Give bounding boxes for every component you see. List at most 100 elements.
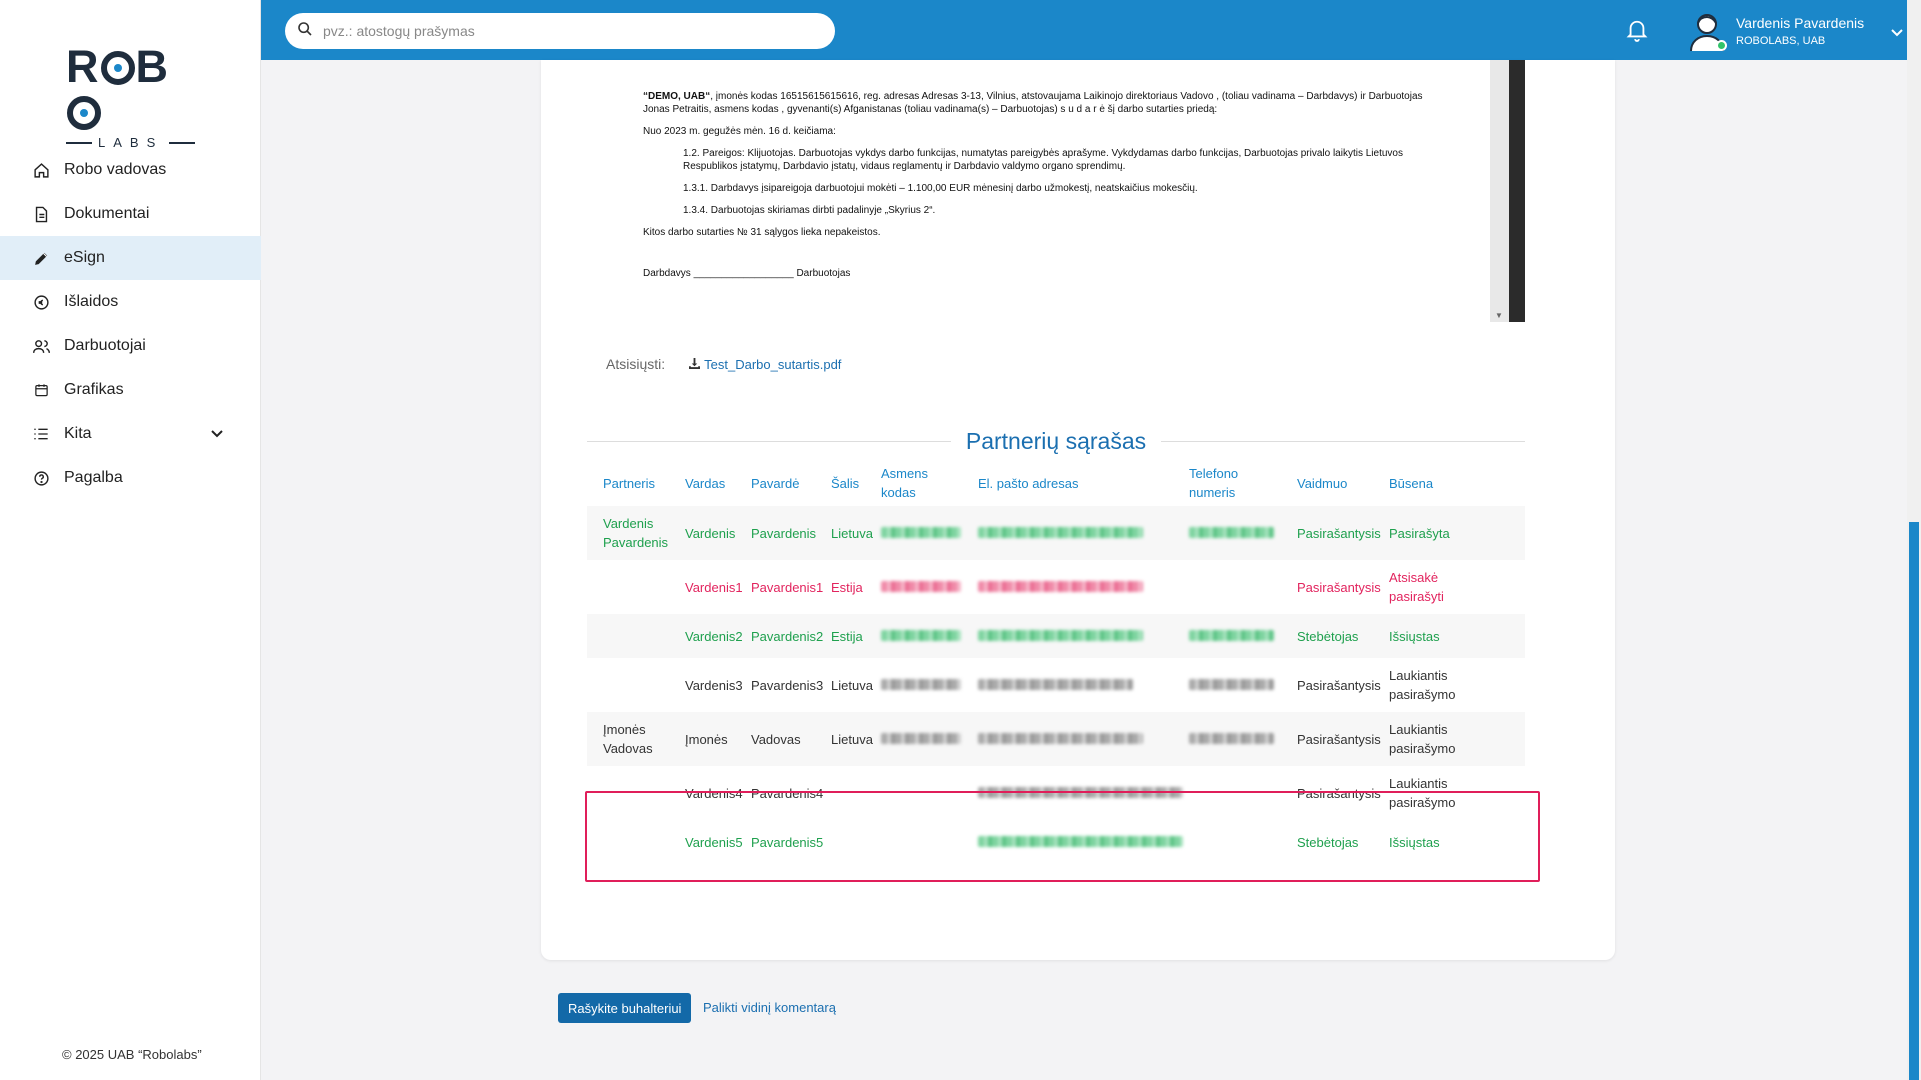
download-label: Atsisiųsti: bbox=[606, 356, 666, 372]
sidebar-item-robo-vadovas[interactable]: Robo vadovas bbox=[0, 148, 261, 192]
page-scrollbar[interactable] bbox=[1907, 0, 1921, 1080]
header-role: Vaidmuo bbox=[1297, 475, 1348, 491]
copyright: © 2025 UAB “Robolabs” bbox=[62, 1047, 202, 1062]
download-row: Atsisiųsti: Test_Darbo_sutartis.pdf bbox=[606, 356, 841, 372]
cell-status: Laukiantis pasirašymo bbox=[1389, 722, 1456, 756]
notifications-bell-icon[interactable] bbox=[1626, 18, 1648, 47]
sidebar-item-pagalba[interactable]: Pagalba bbox=[0, 456, 261, 500]
header-phone: Telefono numeris bbox=[1189, 466, 1239, 500]
redacted-value bbox=[881, 526, 961, 538]
redacted-value bbox=[881, 629, 961, 641]
sidebar-item-dokumentai[interactable]: Dokumentai bbox=[0, 192, 261, 236]
pdf-viewer-edge bbox=[1509, 60, 1525, 322]
sidebar-item-grafikas[interactable]: Grafikas bbox=[0, 368, 261, 412]
cell-last-name: Pavardenis4 bbox=[751, 785, 824, 801]
cell-personal-code bbox=[881, 678, 978, 693]
write-accountant-button[interactable]: Rašykite buhalteriui bbox=[558, 993, 692, 1023]
pdf-page: “DEMO, UAB“, įmonės kodas 16515615615616… bbox=[587, 60, 1490, 322]
cell-status: Atsisakė pasirašyti bbox=[1389, 570, 1444, 604]
cell-role: Pasirašantysis bbox=[1297, 785, 1381, 801]
esign-document-card: “DEMO, UAB“, įmonės kodas 16515615615616… bbox=[541, 60, 1615, 960]
sidebar-item-label: Kita bbox=[64, 425, 92, 442]
header-partner: Partneris bbox=[603, 475, 656, 491]
cell-email bbox=[978, 580, 1189, 595]
list-icon bbox=[30, 423, 52, 445]
redacted-value bbox=[978, 786, 1183, 798]
header-country: Šalis bbox=[831, 475, 860, 491]
download-file-name: Test_Darbo_sutartis.pdf bbox=[704, 356, 842, 372]
cell-country: Lietuva bbox=[831, 677, 873, 693]
cell-first-name: Vardenis3 bbox=[685, 677, 743, 693]
users-icon bbox=[30, 335, 52, 357]
sidebar-item-kita[interactable]: Kita bbox=[0, 412, 261, 456]
document-paragraph: “DEMO, UAB“, įmonės kodas 16515615615616… bbox=[643, 91, 1423, 115]
cell-first-name: Vardenis5 bbox=[685, 834, 743, 850]
cell-email bbox=[978, 678, 1189, 693]
cell-first-name: Vardenis1 bbox=[685, 579, 743, 595]
cell-email bbox=[978, 526, 1189, 541]
sidebar-item-label: Pagalba bbox=[64, 469, 123, 486]
cell-phone bbox=[1189, 629, 1297, 644]
header-first-name: Vardas bbox=[685, 475, 726, 491]
cell-personal-code bbox=[881, 732, 978, 747]
cell-partner: Įmonės Vadovas bbox=[603, 722, 653, 756]
cell-role: Pasirašantysis bbox=[1297, 731, 1381, 747]
cell-email bbox=[978, 732, 1189, 747]
user-menu[interactable]: Vardenis Pavardenis ROBOLABS, UAB bbox=[1688, 9, 1903, 53]
cell-personal-code bbox=[881, 580, 978, 595]
redacted-value bbox=[881, 678, 961, 690]
download-pdf-link[interactable]: Test_Darbo_sutartis.pdf bbox=[689, 357, 841, 372]
expenses-icon bbox=[30, 291, 52, 313]
avatar bbox=[1688, 10, 1728, 52]
sidebar-item-label: Išlaidos bbox=[64, 293, 119, 310]
cell-last-name: Pavardenis1 bbox=[751, 579, 824, 595]
document-paragraph: 1.3.1. Darbdavys įsipareigoja darbuotoju… bbox=[683, 183, 1198, 194]
scrollbar-thumb[interactable] bbox=[1909, 522, 1919, 1080]
header-personal-code: Asmens kodas bbox=[881, 466, 928, 500]
redacted-value bbox=[881, 580, 961, 592]
cell-first-name: Vardenis2 bbox=[685, 628, 743, 644]
cell-email bbox=[978, 629, 1189, 644]
cell-partner: Vardenis Pavardenis bbox=[603, 516, 669, 550]
cell-country: Lietuva bbox=[831, 525, 873, 541]
header-email: El. pašto adresas bbox=[978, 475, 1079, 491]
logo-subtitle: LABS bbox=[66, 135, 196, 150]
chevron-down-icon[interactable] bbox=[211, 425, 223, 443]
sidebar-item-islaidos[interactable]: Išlaidos bbox=[0, 280, 261, 324]
cell-phone bbox=[1189, 732, 1297, 747]
cell-first-name: Vardenis bbox=[685, 525, 736, 541]
sidebar-item-darbuotojai[interactable]: Darbuotojai bbox=[0, 324, 261, 368]
cell-role: Stebėtojas bbox=[1297, 834, 1359, 850]
chevron-down-icon[interactable] bbox=[1891, 24, 1903, 42]
cell-last-name: Vadovas bbox=[751, 731, 801, 747]
table-row: Įmonės Vadovas Įmonės Vadovas Lietuva Pasira… bbox=[587, 712, 1525, 766]
leave-comment-link[interactable]: Palikti vidinį komentarą bbox=[703, 1000, 836, 1015]
redacted-value bbox=[978, 526, 1143, 538]
search-input[interactable] bbox=[323, 23, 803, 39]
pdf-scrollbar[interactable]: ▼ bbox=[1490, 60, 1509, 322]
table-row: Vardenis1 Pavardenis1 Estija Pasirašantysis… bbox=[587, 560, 1525, 614]
document-signature-line: Darbdavys __________________ Darbuotojas bbox=[643, 268, 851, 279]
cell-last-name: Pavardenis2 bbox=[751, 628, 824, 644]
partners-section-header: Partnerių sąrašas bbox=[587, 428, 1525, 455]
search-icon bbox=[297, 21, 313, 42]
document-paragraph: Kitos darbo sutarties № 31 sąlygos lieka… bbox=[643, 227, 881, 238]
search-box[interactable] bbox=[285, 13, 835, 49]
user-company: ROBOLABS, UAB bbox=[1736, 35, 1826, 47]
cell-status: Išsiųstas bbox=[1389, 628, 1440, 644]
table-row: Vardenis5 Pavardenis5 Stebėtojas Išsiųstas bbox=[587, 820, 1525, 864]
header-status: Būsena bbox=[1389, 475, 1434, 491]
redacted-value bbox=[1189, 732, 1274, 744]
table-row: Vardenis4 Pavardenis4 Pasirašantysis Laukia… bbox=[587, 766, 1525, 820]
table-row: Vardenis3 Pavardenis3 Lietuva Pasirašantysi… bbox=[587, 658, 1525, 712]
scroll-down-arrow-icon[interactable]: ▼ bbox=[1495, 311, 1503, 320]
pdf-viewer[interactable]: “DEMO, UAB“, įmonės kodas 16515615615616… bbox=[587, 60, 1525, 322]
header-last-name: Pavardė bbox=[751, 475, 800, 491]
document-paragraph: 1.2. Pareigos: Klijuotojas. Darbuotojas … bbox=[683, 148, 1403, 172]
redacted-value bbox=[1189, 678, 1274, 690]
cell-personal-code bbox=[881, 629, 978, 644]
sidebar-item-esign[interactable]: eSign bbox=[0, 236, 261, 280]
